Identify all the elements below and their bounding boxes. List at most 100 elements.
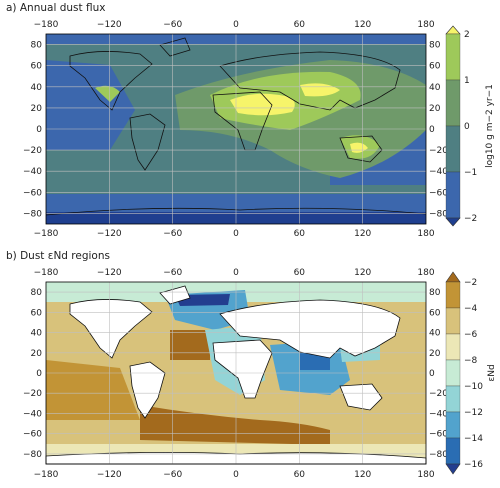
svg-text:−180: −180	[34, 229, 59, 239]
svg-text:0: 0	[233, 229, 239, 239]
svg-text:−120: −120	[97, 229, 122, 239]
panel-b-colorbar-max-arrow	[445, 271, 461, 283]
svg-text:−20: −20	[23, 146, 42, 156]
svg-text:−180: −180	[34, 470, 59, 480]
svg-text:20: 20	[429, 104, 441, 114]
svg-text:0: 0	[233, 470, 239, 480]
svg-text:60: 60	[31, 308, 43, 318]
panel-a-frame	[45, 33, 427, 225]
panel-a-lat-ticks-right: 80 60 40 20 0 −20 −40 −60 −80	[429, 41, 448, 220]
svg-text:60: 60	[294, 20, 306, 30]
panel-b-lat-ticks-right: 80 60 40 20 0 −20 −40 −60 −80	[429, 288, 448, 460]
svg-text:60: 60	[294, 268, 306, 278]
svg-text:120: 120	[354, 20, 371, 30]
svg-text:−60: −60	[23, 188, 42, 198]
svg-text:−40: −40	[429, 167, 448, 177]
panel-b-colorbar-ticks: −2 −4 −6 −8 −10 −12 −14 −16	[464, 278, 483, 470]
svg-text:−2: −2	[464, 214, 477, 224]
panel-a-colorbar-min-arrow	[445, 217, 461, 227]
svg-text:−60: −60	[163, 470, 182, 480]
panel-b-colorbar-level	[445, 307, 461, 335]
svg-text:−20: −20	[23, 389, 42, 399]
svg-text:−10: −10	[464, 382, 483, 392]
panel-a-title: a) Annual dust flux	[6, 2, 105, 14]
svg-text:−120: −120	[97, 470, 122, 480]
svg-text:60: 60	[294, 229, 306, 239]
panel-b-colorbar-level	[445, 333, 461, 361]
panel-b-title: b) Dust εNd regions	[6, 250, 110, 262]
panel-a-lon-ticks-bottom: −180 −120 −60 0 60 120 180	[34, 229, 435, 239]
svg-text:120: 120	[354, 229, 371, 239]
svg-text:−20: −20	[429, 389, 448, 399]
svg-text:−120: −120	[97, 20, 122, 30]
panel-a-colorbar-ticks: 2 1 0 −1 −2	[464, 30, 477, 224]
panel-b-lon-ticks-top: −180 −120 −60 0 60 120 180	[34, 268, 435, 278]
svg-text:180: 180	[417, 268, 434, 278]
svg-text:40: 40	[31, 329, 43, 339]
svg-text:20: 20	[31, 349, 43, 359]
svg-text:−40: −40	[23, 409, 42, 419]
svg-text:0: 0	[36, 125, 42, 135]
svg-text:−12: −12	[464, 408, 483, 418]
panel-b-colorbar	[445, 271, 461, 475]
panel-b-lat-ticks-left: 80 60 40 20 0 −20 −40 −60 −80	[23, 288, 42, 460]
svg-text:0: 0	[36, 369, 42, 379]
panel-a-colorbar-level	[445, 171, 461, 219]
svg-text:120: 120	[354, 268, 371, 278]
svg-text:180: 180	[417, 470, 434, 480]
svg-text:−14: −14	[464, 434, 483, 444]
svg-text:−1: −1	[464, 168, 477, 178]
panel-b-colorbar-level	[445, 385, 461, 413]
panel-a-lat-ticks-left: 80 60 40 20 0 −20 −40 −60 −80	[23, 41, 42, 220]
svg-text:−6: −6	[464, 330, 478, 340]
panel-b-land	[45, 285, 427, 465]
svg-text:120: 120	[354, 470, 371, 480]
svg-text:−20: −20	[429, 146, 448, 156]
panel-a-lon-ticks: −180 −120 −60 0 60 120 180	[34, 20, 435, 30]
svg-text:60: 60	[429, 62, 441, 72]
panel-b-colorbar-level	[445, 281, 461, 309]
panel-a-colorbar-level	[445, 125, 461, 173]
svg-text:80: 80	[429, 288, 441, 298]
svg-text:1: 1	[464, 76, 470, 86]
svg-text:0: 0	[233, 268, 239, 278]
svg-text:−80: −80	[429, 209, 448, 219]
panel-a-high-flux-north-america	[95, 85, 120, 102]
panel-a-colorbar	[445, 25, 461, 227]
svg-text:−180: −180	[34, 268, 59, 278]
svg-text:−16: −16	[464, 460, 483, 470]
svg-text:20: 20	[31, 104, 43, 114]
svg-text:40: 40	[429, 329, 441, 339]
svg-text:20: 20	[429, 349, 441, 359]
panel-b-lon-ticks: −180 −120 −60 0 60 120 180	[34, 470, 435, 480]
panel-b-gridlines	[46, 282, 426, 464]
svg-text:−40: −40	[429, 409, 448, 419]
svg-text:2: 2	[464, 30, 470, 40]
svg-text:−60: −60	[163, 268, 182, 278]
svg-text:−180: −180	[34, 20, 59, 30]
svg-text:−60: −60	[23, 430, 42, 440]
svg-text:−60: −60	[429, 188, 448, 198]
svg-text:−8: −8	[464, 356, 478, 366]
panel-b-south-pacific	[46, 360, 140, 420]
svg-text:−2: −2	[464, 278, 477, 288]
svg-text:−60: −60	[163, 229, 182, 239]
panel-b-south-atlantic-brown	[140, 405, 330, 445]
svg-text:0: 0	[429, 369, 435, 379]
svg-text:−80: −80	[23, 209, 42, 219]
panel-a-colorbar-label: log10 g m−2 yr−1	[485, 84, 495, 168]
panel-b-colorbar-level	[445, 437, 461, 465]
panel-b-frame	[45, 281, 427, 465]
svg-text:−60: −60	[429, 430, 448, 440]
panel-a-sahara-max	[230, 93, 295, 116]
svg-text:40: 40	[429, 83, 441, 93]
svg-text:0: 0	[464, 122, 470, 132]
svg-text:−40: −40	[23, 167, 42, 177]
svg-text:−60: −60	[163, 20, 182, 30]
svg-text:80: 80	[31, 41, 43, 51]
svg-text:180: 180	[417, 20, 434, 30]
panel-b-sahara-brown	[170, 330, 210, 360]
panel-b-colorbar-level	[445, 411, 461, 439]
svg-text:−80: −80	[429, 450, 448, 460]
